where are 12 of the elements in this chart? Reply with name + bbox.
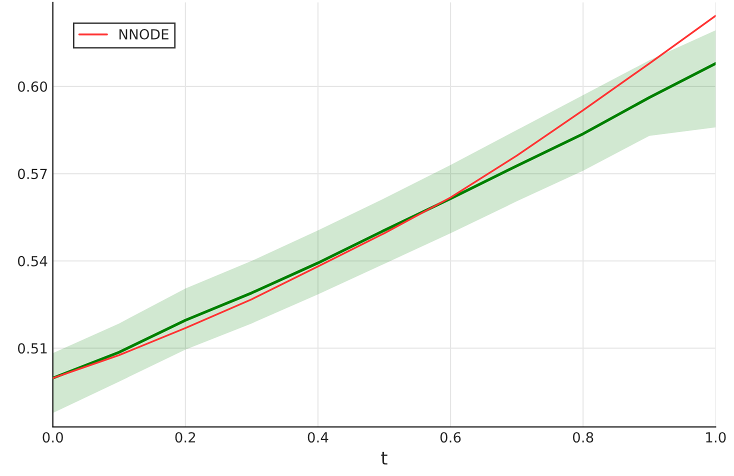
x-tick-label: 1.0 (706, 432, 726, 443)
x-tick-label: 0.0 (42, 432, 63, 443)
y-tick-label: 0.57 (18, 168, 47, 180)
y-tick-label: 0.51 (18, 343, 47, 354)
y-tick-label: 0.60 (18, 81, 48, 92)
x-tick-label: 0.4 (308, 432, 328, 443)
x-tick-label: 0.2 (175, 432, 196, 443)
x-axis-title: t (381, 452, 388, 465)
legend-label: NNODE (119, 29, 168, 40)
x-tick-label: 0.6 (440, 432, 461, 443)
x-tick-label: 0.8 (572, 432, 594, 443)
y-tick-label: 0.54 (18, 256, 48, 266)
